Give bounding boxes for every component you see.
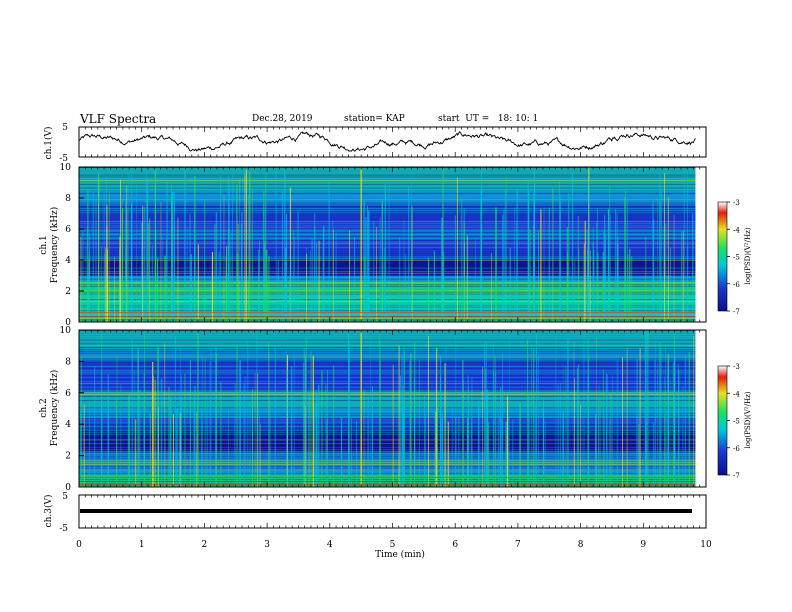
- xaxis-tick-label: 7: [515, 540, 521, 550]
- ch2-colorbar-tick-label: -6: [733, 445, 740, 453]
- ch2-channel-label: ch.2: [39, 398, 49, 417]
- ch1-spectrogram: [79, 167, 696, 323]
- ch1-freq-ylabel: Frequency (kHz): [49, 207, 60, 284]
- xaxis-tick-label: 0: [76, 540, 82, 550]
- station-label: station= KAP: [344, 114, 405, 124]
- ch3-ylabel: ch.3(V): [43, 495, 54, 528]
- ch3-ytick-5: 5: [62, 492, 68, 502]
- ch1-ylabel: ch.1(V): [43, 127, 54, 160]
- ch2-spec-ytick-label: 8: [65, 357, 71, 367]
- ch2-colorbar: -3 -4 -5 -6 -7 log(PSD)(V²/Hz): [717, 363, 752, 480]
- ch1-spec-ytick-label: 8: [65, 194, 71, 204]
- ch2-spec-ytick-label: 6: [65, 389, 71, 399]
- xaxis-label: Time (min): [375, 549, 425, 560]
- ch1-colorbar-label: log(PSD)(V²/Hz): [744, 227, 752, 284]
- start-time-label: start UT = 18: 10: 1: [438, 114, 539, 124]
- ch2-colorbar-tick-label: -3: [733, 363, 740, 371]
- ch2-spec-ytick-label: 2: [65, 452, 71, 462]
- figure-title: VLF Spectra: [80, 112, 157, 126]
- ch2-spec-ytick-label: 0: [65, 483, 71, 493]
- ch1-spectrogram-panel: ch.1 Frequency (kHz) 0 2 4 6 8 10: [39, 163, 707, 328]
- ch1-colorbar-tick-label: -5: [733, 254, 740, 262]
- ch2-colorbar-tick-label: -4: [733, 390, 740, 398]
- ch2-colorbar-tick-label: -7: [733, 472, 740, 480]
- xaxis-tick-label: 2: [202, 540, 208, 550]
- ch1-spec-ytick-label: 2: [65, 287, 71, 297]
- ch1-colorbar-tick-label: -4: [733, 226, 740, 234]
- xaxis-tick-label: 4: [327, 540, 333, 550]
- ch1-spec-ytick-label: 6: [65, 225, 71, 235]
- xaxis-tick-label: 6: [452, 540, 458, 550]
- ch2-spec-ytick-label: 4: [65, 420, 71, 430]
- ch1-spec-ytick-label: 10: [60, 163, 72, 173]
- ch1-ytick-neg5: -5: [59, 154, 68, 164]
- xaxis-tick-label: 10: [700, 540, 712, 550]
- ch2-colorbar-tick-label: -5: [733, 418, 740, 426]
- xaxis-tick-label: 5: [390, 540, 396, 550]
- ch1-colorbar-tick-label: -7: [733, 308, 740, 316]
- ch1-spec-ytick-label: 4: [65, 256, 71, 266]
- ch2-spectrogram: [79, 330, 696, 488]
- ch2-colorbar-label: log(PSD)(V²/Hz): [744, 391, 752, 448]
- ch1-voltage-panel: 5 -5 ch.1(V): [43, 123, 707, 164]
- ch1-colorbar: -3 -4 -5 -6 -7 log(PSD)(V²/Hz): [717, 199, 752, 316]
- ch1-waveform: [78, 130, 696, 152]
- date-label: Dec.28, 2019: [252, 114, 313, 124]
- ch1-channel-label: ch.1: [39, 235, 49, 254]
- ch1-colorbar-tick-label: -3: [733, 199, 740, 207]
- ch1-ytick-5: 5: [62, 123, 68, 133]
- ch1-colorbar-tick-label: -6: [733, 281, 740, 289]
- xaxis-tick-label: 8: [578, 540, 584, 550]
- xaxis-tick-label: 9: [640, 540, 646, 550]
- xaxis-tick-label: 1: [139, 540, 145, 550]
- ch2-spectrogram-panel: ch.2 Frequency (kHz) 0 2 4 6 8 10: [39, 326, 707, 493]
- ch3-signal-line: [80, 509, 692, 513]
- ch2-freq-ylabel: Frequency (kHz): [49, 370, 60, 447]
- ch3-voltage-panel: 5 -5 ch.3(V): [43, 492, 707, 534]
- ch2-spec-ytick-label: 10: [60, 326, 72, 336]
- ch3-ytick-neg5: -5: [59, 524, 68, 534]
- time-axis: 0 1 2 3 4 5 6 7 8 9 10: [76, 127, 712, 550]
- xaxis-tick-label: 3: [264, 540, 270, 550]
- ch1-spec-ytick-label: 0: [65, 318, 71, 328]
